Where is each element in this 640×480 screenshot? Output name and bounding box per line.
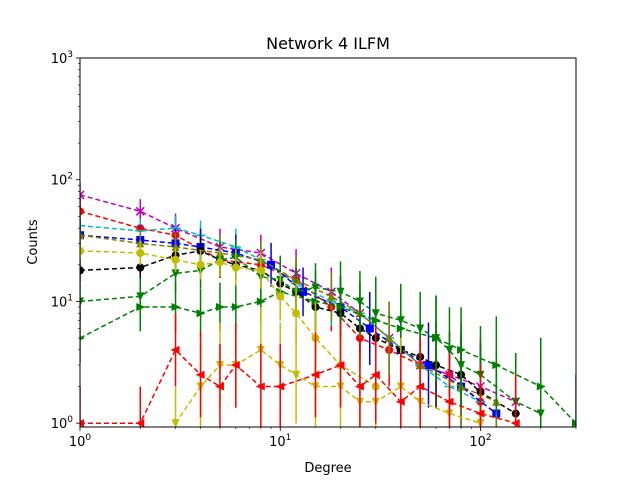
data-point: [371, 316, 381, 325]
data-point: [170, 345, 180, 354]
data-point: [136, 263, 145, 272]
data-point: [492, 361, 502, 370]
data-point: [335, 361, 345, 370]
data-point: [572, 419, 576, 427]
data-point: [445, 345, 454, 355]
data-point: [355, 297, 364, 307]
data-point: [396, 324, 406, 333]
data-point: [80, 190, 85, 200]
data-point: [215, 303, 225, 312]
data-point: [336, 303, 346, 312]
data-point: [256, 297, 266, 306]
data-point: [171, 269, 180, 279]
data-point: [196, 260, 205, 269]
data-point: [80, 419, 84, 427]
y-tick-label: 100: [51, 415, 74, 432]
series-line: [80, 250, 377, 388]
data-point: [255, 382, 265, 391]
x-tick-label: 100: [69, 433, 92, 450]
data-point: [354, 382, 364, 391]
data-point: [415, 382, 425, 391]
data-point: [80, 266, 84, 275]
data-point: [80, 220, 85, 231]
axes-background: [80, 58, 576, 427]
data-point: [80, 297, 84, 307]
data-point: [276, 292, 285, 301]
x-tick-label: 102: [469, 433, 491, 450]
data-point: [80, 207, 84, 216]
x-tick-label: 101: [269, 433, 291, 450]
data-point: [299, 287, 308, 296]
data-point: [370, 370, 380, 379]
data-point: [292, 370, 301, 380]
ticks-layer: 100 101 102 100 101 102 103: [51, 50, 577, 450]
data-point: [256, 266, 265, 275]
data-point: [395, 397, 405, 406]
data-point: [510, 419, 520, 427]
data-point: [475, 409, 485, 418]
plot-area: [79, 57, 577, 428]
data-point: [457, 345, 467, 354]
y-tick-label: 102: [51, 172, 73, 189]
data-point: [275, 382, 285, 391]
data-point: [195, 370, 205, 379]
data-point: [215, 258, 224, 267]
data-point: [135, 206, 145, 216]
data-point: [171, 242, 180, 252]
data-point: [196, 309, 206, 318]
axes-frame: [79, 57, 577, 428]
data-point: [80, 230, 84, 240]
data-point: [171, 255, 180, 264]
data-point: [310, 370, 320, 379]
y-tick-label: 103: [51, 50, 73, 67]
data-point: [171, 303, 181, 312]
chart-title: Network 4 ILFM: [266, 34, 390, 53]
data-point: [136, 249, 145, 258]
data-point: [231, 303, 241, 312]
data-point: [432, 334, 442, 343]
data-point: [171, 419, 180, 427]
data-point: [416, 324, 425, 334]
y-axis-label: Counts: [26, 219, 41, 265]
series-10: [80, 313, 520, 427]
data-point: [365, 324, 374, 333]
data-point: [424, 361, 433, 370]
data-point: [231, 263, 240, 272]
data-point: [135, 419, 145, 427]
data-point: [80, 335, 85, 341]
data-point: [136, 303, 146, 312]
y-tick-label: 101: [51, 293, 73, 310]
data-point: [230, 361, 240, 370]
data-point: [311, 297, 321, 306]
data-point: [327, 291, 336, 301]
data-point: [267, 260, 276, 269]
x-axis-label: Degree: [304, 461, 351, 476]
data-point: [80, 246, 84, 255]
data-point: [385, 333, 394, 343]
data-point: [292, 309, 301, 318]
series-layer: [80, 182, 576, 427]
data-point: [214, 382, 224, 391]
data-point: [536, 382, 546, 391]
data-point: [444, 397, 454, 406]
